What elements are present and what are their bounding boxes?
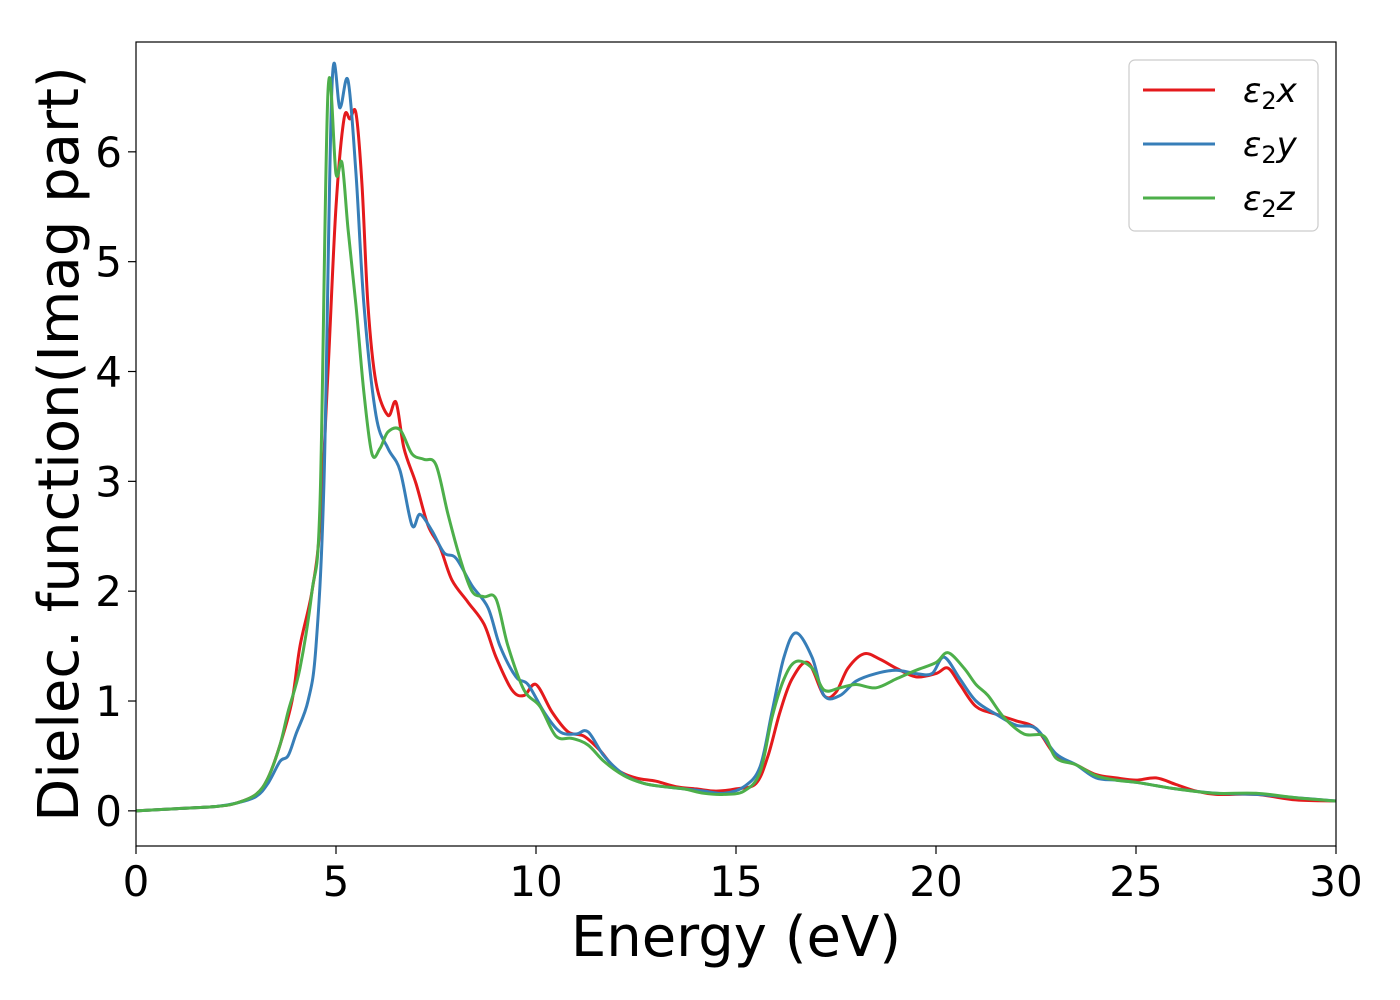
y-axis: 0 1 2 3 4 5 6: [95, 128, 136, 836]
legend: ε2x ε2y ε2z: [1128, 59, 1319, 232]
x-tick-label: 15: [709, 857, 762, 906]
x-tick-label: 10: [509, 857, 562, 906]
y-tick-label: 2: [95, 567, 122, 616]
series-line-y: [135, 62, 1337, 813]
legend-label-z: ε2z: [1243, 179, 1296, 223]
y-tick-label: 0: [95, 787, 122, 836]
y-axis-title: Dielec. function(Imag part): [27, 66, 92, 822]
series-lines: [135, 62, 1337, 813]
x-tick-label: 30: [1309, 857, 1362, 906]
legend-label-x: ε2x: [1243, 71, 1298, 115]
y-tick-label: 5: [95, 238, 122, 287]
x-tick-label: 5: [323, 857, 350, 906]
x-tick-label: 25: [1109, 857, 1162, 906]
x-axis-title: Energy (eV): [571, 905, 901, 970]
x-axis: 0 5 10 15 20 25 30: [123, 846, 1363, 906]
x-tick-label: 20: [909, 857, 962, 906]
y-tick-label: 4: [95, 348, 122, 397]
y-tick-label: 1: [95, 677, 122, 726]
legend-label-y: ε2y: [1243, 125, 1298, 169]
legend-box: [1128, 59, 1319, 232]
y-tick-label: 6: [95, 128, 122, 177]
x-tick-label: 0: [123, 857, 150, 906]
series-line-z: [135, 76, 1337, 813]
y-tick-label: 3: [95, 457, 122, 506]
